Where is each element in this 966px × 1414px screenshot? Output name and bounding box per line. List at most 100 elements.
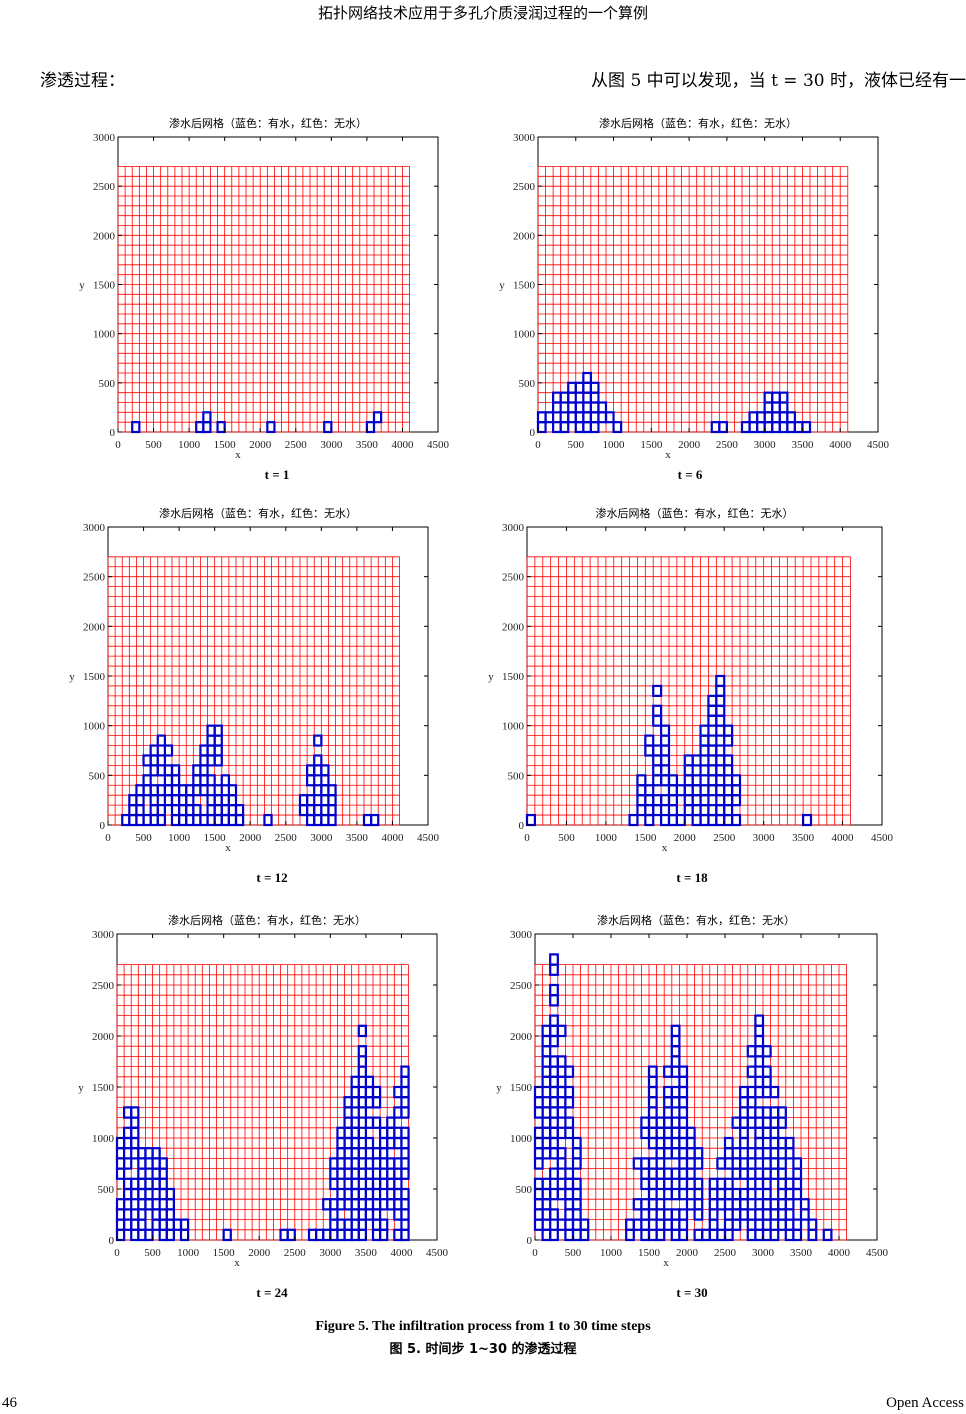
plot-title: 渗水后网格（蓝色：有水，红色：无水） xyxy=(168,913,366,927)
wet-cell xyxy=(707,784,718,797)
wet-cell xyxy=(670,1218,681,1231)
wet-cell xyxy=(777,1198,787,1211)
wet-cell xyxy=(691,754,702,767)
wet-cell xyxy=(707,813,718,827)
wet-cell xyxy=(589,401,600,414)
wet-cell xyxy=(786,421,796,434)
wet-cell xyxy=(716,1228,727,1242)
x-tick-label: 0 xyxy=(524,832,530,844)
wet-cell xyxy=(549,1034,559,1048)
wet-cell xyxy=(135,794,145,807)
wet-cell xyxy=(678,1106,689,1119)
wet-cell xyxy=(769,1228,780,1242)
x-tick-label: 3500 xyxy=(790,1247,813,1259)
y-tick-label: 500 xyxy=(516,1184,533,1196)
wet-cell xyxy=(663,1218,673,1231)
panel-label-t24: t = 24 xyxy=(256,1285,288,1300)
wet-cell xyxy=(371,1096,382,1109)
wet-cell xyxy=(329,1177,339,1191)
panel-label-t30: t = 30 xyxy=(676,1285,708,1300)
wet-cell xyxy=(707,714,718,727)
wet-cell xyxy=(715,754,726,767)
x-tick-label: 1000 xyxy=(177,1247,200,1259)
wet-cell xyxy=(723,1208,734,1221)
y-tick-label: 3000 xyxy=(513,132,536,144)
wet-cell xyxy=(761,1218,772,1231)
wet-cell xyxy=(541,1187,552,1201)
y-tick-label: 2000 xyxy=(513,230,536,242)
wet-cell xyxy=(739,1208,749,1221)
wet-cell xyxy=(533,1106,544,1119)
figure-caption-en: Figure 5. The infiltration process from … xyxy=(315,1319,651,1334)
wet-cell xyxy=(784,1208,795,1221)
wet-cell xyxy=(644,734,655,747)
wet-cell xyxy=(567,391,577,404)
wet-cell xyxy=(715,694,726,707)
wet-cell xyxy=(777,1177,787,1191)
wet-cell xyxy=(777,1157,787,1170)
wet-cell xyxy=(754,1136,765,1150)
y-tick-label: 3000 xyxy=(92,929,115,941)
wet-cell xyxy=(179,1228,190,1242)
wet-cell xyxy=(647,1075,658,1089)
infiltration-plot-t12: 渗水后网格（蓝色：有水，红色：无水） 0 500 1000 1500 2000 2500 30… xyxy=(69,506,439,854)
wet-cell xyxy=(350,1136,360,1150)
wet-cell xyxy=(678,1116,689,1129)
wet-cell xyxy=(771,391,781,404)
wet-cell xyxy=(647,1177,658,1191)
wet-cell xyxy=(685,1126,696,1140)
plot-title: 渗水后网格（蓝色：有水，红色：无水） xyxy=(596,506,794,520)
x-tick-label: 4500 xyxy=(867,439,890,451)
page-number: 46 xyxy=(2,1395,17,1411)
wet-cell xyxy=(683,774,694,787)
wet-cell xyxy=(723,804,734,817)
wet-cell xyxy=(400,1208,410,1221)
y-tick-label: 1500 xyxy=(93,280,116,292)
wet-cell xyxy=(792,1157,803,1170)
wet-cell xyxy=(739,1096,749,1109)
infiltration-plot-t30: 渗水后网格（蓝色：有水，红色：无水） 0 500 1000 1500 2000 2500 30… xyxy=(496,913,888,1269)
wet-cell xyxy=(533,1157,544,1170)
wet-cell xyxy=(708,1218,719,1231)
body-text-left: 渗透过程： xyxy=(40,71,125,91)
wet-cell xyxy=(715,774,726,787)
wet-cell xyxy=(647,1096,658,1109)
wet-cell xyxy=(400,1096,410,1109)
x-tick-label: 2500 xyxy=(284,1247,307,1259)
wet-cell xyxy=(801,421,812,434)
wet-cell xyxy=(731,1187,742,1201)
wet-cell xyxy=(632,1218,643,1231)
wet-cell xyxy=(685,1198,696,1211)
wet-cell xyxy=(115,1147,126,1160)
wet-cell xyxy=(541,1096,552,1109)
wet-cell xyxy=(379,1147,389,1160)
x-axis-label: x xyxy=(663,1257,669,1269)
wet-cell xyxy=(660,724,671,737)
wet-cell xyxy=(670,1167,681,1180)
wet-cell xyxy=(763,391,774,404)
x-tick-label: 1500 xyxy=(214,439,237,451)
wet-cell xyxy=(685,1147,696,1160)
wet-cell xyxy=(564,1096,575,1109)
wet-cell xyxy=(327,784,337,797)
wet-cell xyxy=(350,1177,360,1191)
x-tick-label: 500 xyxy=(565,1247,582,1259)
wet-cell xyxy=(158,1157,168,1170)
wet-cell xyxy=(761,1187,772,1201)
wet-cell xyxy=(536,421,547,434)
wet-cell xyxy=(763,421,774,434)
wet-cell xyxy=(769,1126,780,1140)
wet-cell xyxy=(675,813,686,827)
wet-cell xyxy=(227,784,238,797)
panel-t24: 渗水后网格（蓝色：有水，红色：无水） 0 500 1000 1500 2000 2500 30… xyxy=(72,906,457,1269)
wet-cell xyxy=(156,754,166,767)
wet-cell xyxy=(663,1106,673,1119)
x-tick-label: 4000 xyxy=(381,832,404,844)
wet-cell xyxy=(158,1177,168,1191)
wet-cell xyxy=(567,401,577,414)
x-axis-label: x xyxy=(225,842,231,854)
wet-cell xyxy=(263,813,273,827)
dry-grid xyxy=(537,166,849,433)
wet-cell xyxy=(685,1136,696,1150)
x-tick-label: 4000 xyxy=(390,1247,413,1259)
